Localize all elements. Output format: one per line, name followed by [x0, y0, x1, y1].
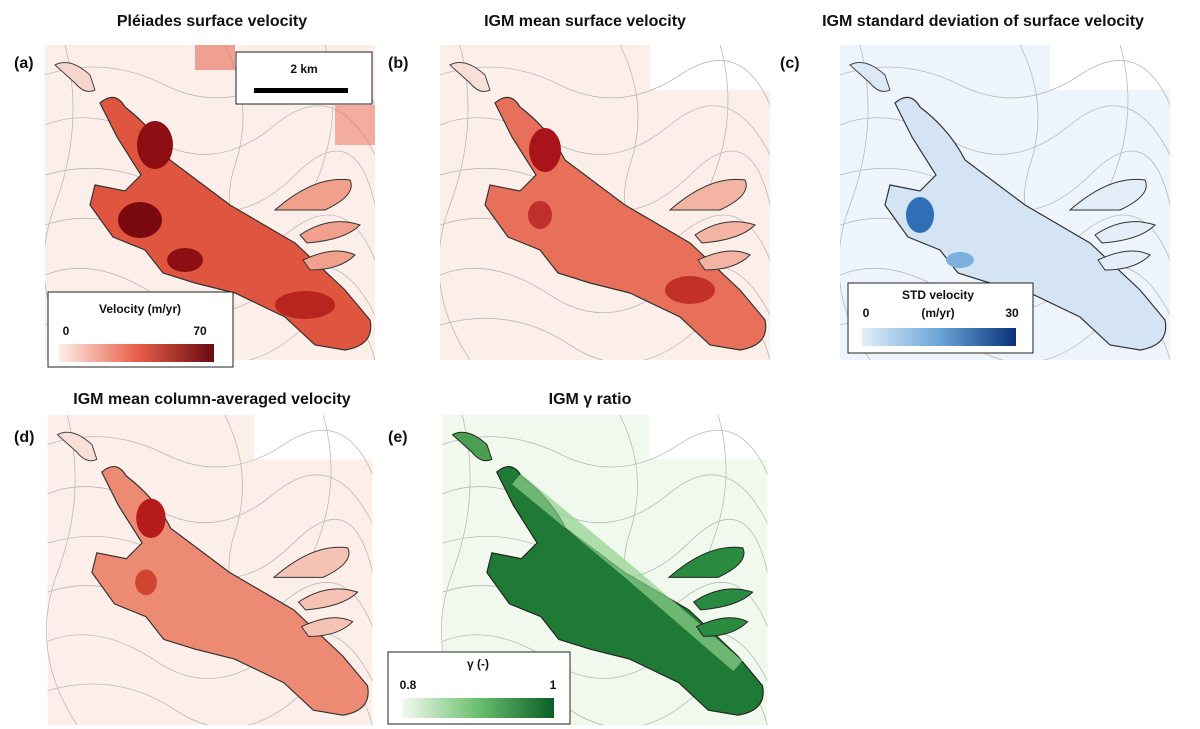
colorbar-min: 0	[63, 324, 70, 338]
scale-bar-label: 2 km	[290, 62, 317, 76]
panel-title: Pléiades surface velocity	[117, 13, 307, 30]
panel-title: IGM γ ratio	[549, 391, 632, 408]
scale-bar	[254, 88, 348, 93]
colorbar-min: 0.8	[400, 678, 417, 692]
panel-letter: (a)	[14, 55, 34, 72]
colorbar-label: γ (-)	[467, 657, 489, 671]
colorbar	[862, 328, 1016, 346]
colorbar	[402, 698, 554, 718]
panel-title: IGM standard deviation of surface veloci…	[822, 13, 1144, 30]
colorbar-max: 1	[550, 678, 557, 692]
colorbar-label: Velocity (m/yr)	[99, 302, 181, 316]
panel-letter: (d)	[14, 429, 34, 446]
colorbar-label: (m/yr)	[921, 306, 954, 320]
colorbar-min: 0	[863, 306, 870, 320]
panel-letter: (e)	[388, 429, 408, 446]
panel-title: IGM mean surface velocity	[484, 13, 686, 30]
panel-letter: (b)	[388, 55, 408, 72]
colorbar-max: 30	[1005, 306, 1019, 320]
colorbar-label: STD velocity	[902, 288, 974, 302]
colorbar	[58, 344, 214, 362]
colorbar-max: 70	[193, 324, 207, 338]
panel-letter: (c)	[780, 55, 800, 72]
map-panel	[440, 45, 770, 360]
scale-bar-box	[235, 51, 373, 105]
panel-title: IGM mean column-averaged velocity	[73, 391, 351, 408]
map-panel	[45, 415, 373, 725]
